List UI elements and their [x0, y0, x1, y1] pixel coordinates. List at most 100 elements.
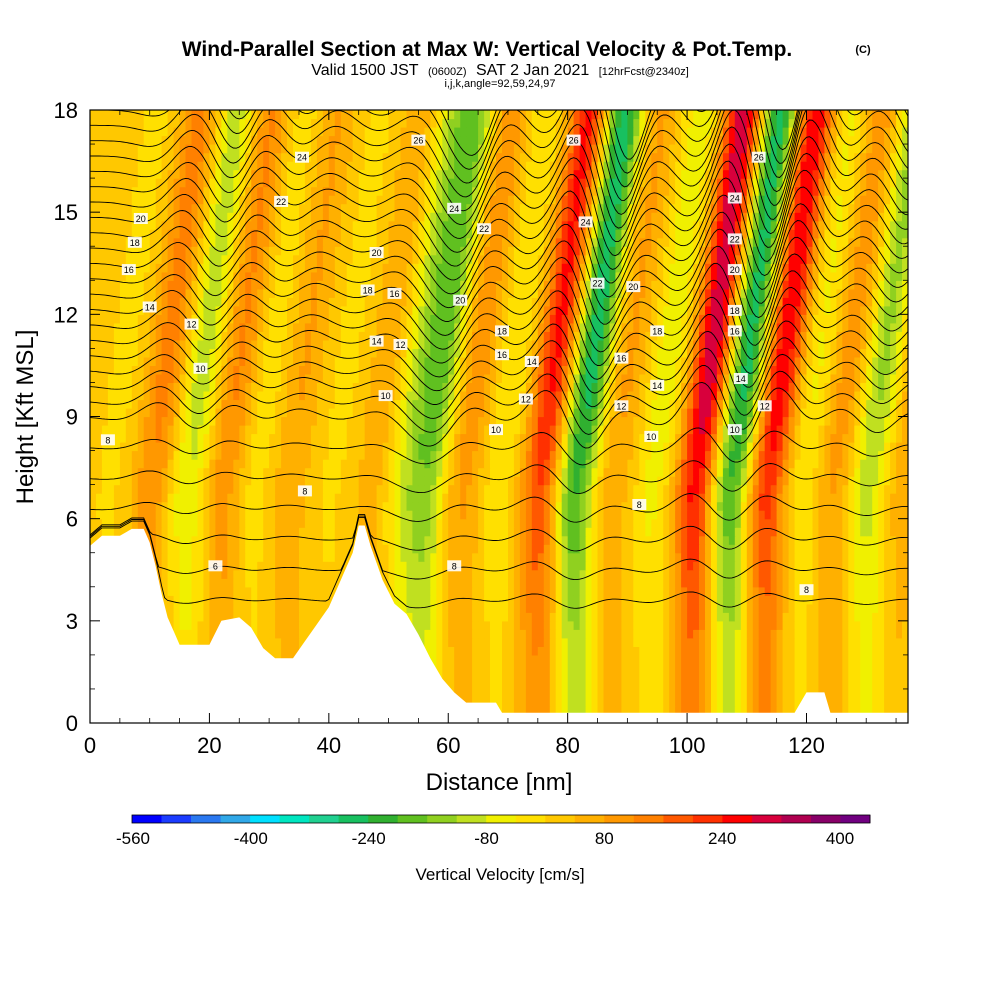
velocity-cell [627, 671, 634, 681]
velocity-cell [663, 416, 670, 426]
velocity-cell [101, 501, 109, 511]
velocity-cell [663, 569, 670, 579]
velocity-cell [627, 697, 634, 707]
velocity-cell [776, 433, 784, 443]
velocity-cell [227, 493, 234, 503]
velocity-cell [842, 603, 849, 613]
velocity-cell [866, 467, 873, 477]
velocity-cell [699, 637, 706, 647]
velocity-cell [830, 510, 837, 520]
velocity-cell [746, 476, 754, 486]
velocity-cell [639, 620, 646, 630]
velocity-cell [615, 654, 622, 664]
velocity-cell [96, 459, 103, 469]
velocity-cell [561, 654, 569, 664]
velocity-cell [609, 671, 617, 681]
velocity-cell [519, 688, 527, 698]
velocity-cell [549, 603, 557, 613]
velocity-cell [287, 578, 294, 588]
velocity-cell [657, 416, 664, 426]
velocity-cell [478, 459, 485, 469]
velocity-cell [496, 484, 503, 494]
velocity-cell [561, 561, 569, 571]
velocity-cell [412, 476, 419, 486]
velocity-cell [251, 527, 258, 537]
velocity-cell [591, 484, 599, 494]
velocity-cell [257, 552, 264, 562]
velocity-cell [406, 476, 414, 486]
velocity-cell [161, 408, 169, 418]
velocity-cell [251, 433, 258, 443]
velocity-cell [711, 416, 718, 426]
velocity-cell [161, 527, 169, 537]
velocity-cell [424, 595, 431, 605]
velocity-cell [842, 706, 849, 716]
velocity-cell [358, 450, 366, 460]
velocity-cell [502, 569, 509, 579]
velocity-cell [466, 527, 473, 537]
velocity-cell [376, 459, 384, 469]
velocity-cell [722, 510, 730, 520]
velocity-cell [299, 476, 306, 486]
velocity-cell [90, 518, 97, 528]
velocity-cell [215, 433, 222, 443]
velocity-cell [442, 569, 449, 579]
velocity-cell [310, 425, 318, 435]
velocity-cell [466, 697, 473, 707]
velocity-cell [233, 467, 240, 477]
velocity-cell [113, 442, 121, 452]
velocity-cell [591, 450, 599, 460]
velocity-cell [561, 578, 569, 588]
velocity-cell [716, 442, 724, 452]
velocity-cell [197, 442, 205, 452]
velocity-cell [275, 416, 282, 426]
velocity-cell [669, 706, 676, 716]
velocity-cell [609, 527, 617, 537]
velocity-cell [597, 425, 605, 435]
velocity-cell [275, 425, 282, 435]
velocity-cell [508, 433, 515, 443]
velocity-cell [346, 408, 354, 418]
velocity-cell [400, 476, 408, 486]
velocity-cell [209, 450, 216, 460]
velocity-cell [878, 535, 885, 545]
velocity-cell [770, 654, 778, 664]
velocity-cell [824, 595, 831, 605]
velocity-cell [567, 450, 575, 460]
velocity-cell [185, 501, 193, 511]
velocity-cell [770, 561, 778, 571]
velocity-cell [436, 561, 443, 571]
velocity-cell [645, 706, 652, 716]
velocity-cell [890, 459, 897, 469]
velocity-cell [191, 569, 199, 579]
velocity-cell [830, 620, 837, 630]
velocity-cell [519, 484, 527, 494]
velocity-cell [525, 467, 533, 477]
velocity-cell [830, 612, 837, 622]
velocity-cell [687, 578, 694, 588]
velocity-cell [848, 629, 855, 639]
velocity-cell [191, 493, 199, 503]
velocity-cell [96, 442, 103, 452]
velocity-cell [525, 518, 533, 528]
velocity-cell [764, 518, 772, 528]
velocity-cell [902, 620, 908, 630]
velocity-cell [537, 569, 545, 579]
velocity-cell [137, 484, 145, 494]
velocity-cell [621, 697, 628, 707]
velocity-cell [669, 518, 676, 528]
velocity-cell [370, 416, 378, 426]
velocity-cell [316, 484, 324, 494]
velocity-cell [167, 459, 175, 469]
velocity-cell [824, 476, 831, 486]
velocity-cell [161, 476, 169, 486]
velocity-cell [866, 476, 873, 486]
velocity-cell [537, 706, 545, 716]
velocity-cell [830, 629, 837, 639]
velocity-cell [722, 450, 730, 460]
velocity-cell [711, 425, 718, 435]
velocity-cell [245, 484, 252, 494]
velocity-cell [836, 450, 843, 460]
velocity-cell [734, 680, 742, 690]
velocity-cell [573, 510, 581, 520]
